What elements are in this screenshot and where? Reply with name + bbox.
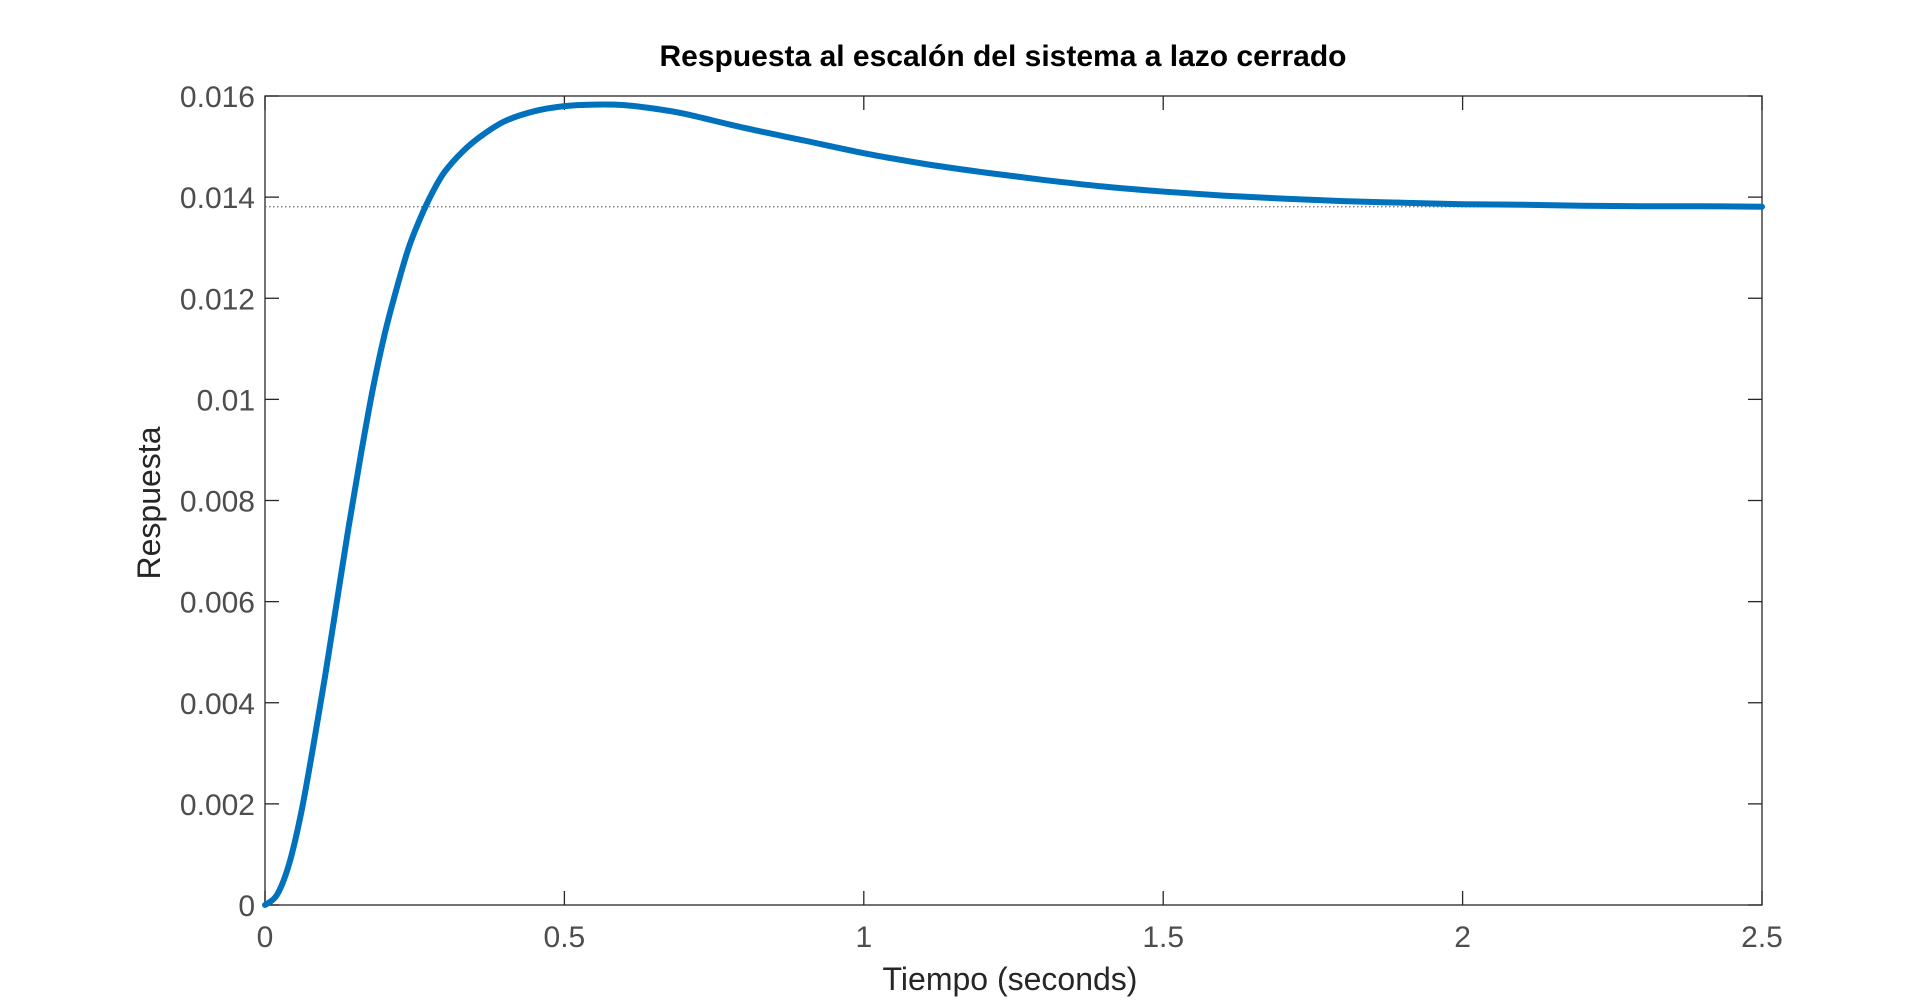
y-tick-label: 0.006 [180,587,255,620]
y-tick-label: 0.008 [180,486,255,519]
chart-title: Respuesta al escalón del sistema a lazo … [660,40,1347,73]
response-series-line [262,101,1765,908]
y-tick-label: 0.002 [180,789,255,822]
y-tick-label: 0.014 [180,182,255,215]
x-tick-label: 2 [1454,921,1471,954]
x-tick-label: 1 [855,921,872,954]
y-tick-label: 0 [238,890,255,923]
axes-box [264,95,1763,906]
y-tick-label: 0.016 [180,81,255,114]
x-tick-label: 1.5 [1142,921,1184,954]
x-tick-label: 0 [257,921,274,954]
x-tick-label: 0.5 [544,921,586,954]
y-tick-label: 0.012 [180,283,255,316]
y-tick-label: 0.004 [180,688,255,721]
y-axis-label: Respuesta [131,426,167,579]
x-axis-label: Tiempo (seconds) [883,961,1138,997]
y-tick-label: 0.01 [197,384,255,417]
plot-area: 0 0.5 1 1.5 2 2.5 0 0.002 0.004 0.006 0.008 0.01 0.0… [180,81,1783,954]
x-tick-label: 2.5 [1741,921,1783,954]
